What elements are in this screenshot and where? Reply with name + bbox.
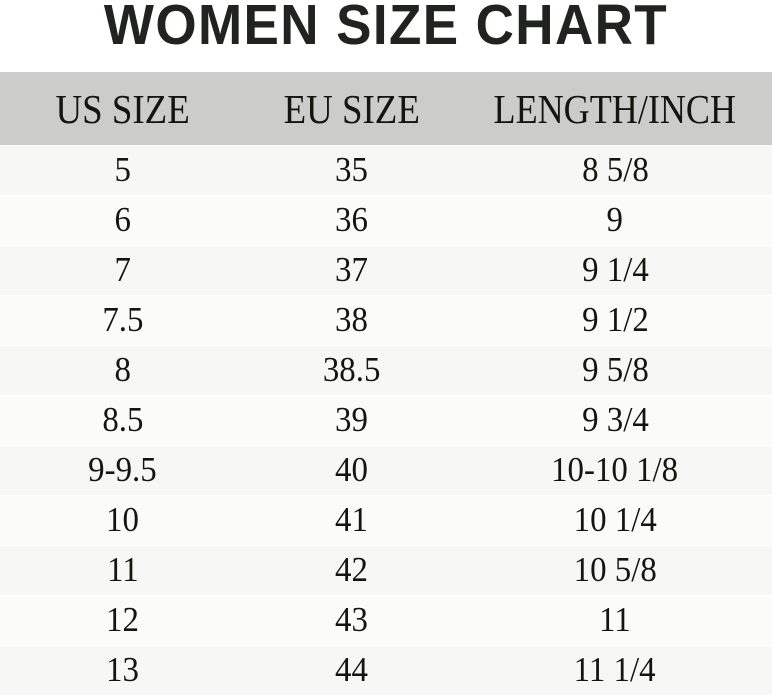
cell-us-size-value: 6	[114, 200, 131, 239]
column-header-length-inch: LENGTH/INCH	[458, 72, 772, 145]
table-body: 5 35 8 5/8 6 36 9 7 37 9 1/4 7.5 38 9 1/…	[0, 145, 772, 695]
cell-eu-size: 37	[245, 245, 458, 295]
cell-length-inch-value: 10 1/4	[573, 500, 657, 539]
cell-eu-size-value: 41	[335, 500, 368, 539]
cell-eu-size: 38.5	[245, 345, 458, 395]
cell-us-size: 7	[0, 245, 245, 295]
cell-eu-size-value: 43	[335, 600, 368, 639]
cell-eu-size-value: 36	[335, 200, 368, 239]
cell-us-size-value: 12	[106, 600, 139, 639]
cell-length-inch: 9 1/2	[458, 295, 772, 345]
cell-us-size: 6	[0, 195, 245, 245]
table-row: 8 38.5 9 5/8	[0, 345, 772, 395]
table-row: 7 37 9 1/4	[0, 245, 772, 295]
cell-us-size-value: 13	[106, 650, 139, 689]
cell-us-size-value: 5	[114, 150, 131, 189]
table-header: US SIZE EU SIZE LENGTH/INCH	[0, 72, 772, 145]
cell-eu-size-value: 37	[335, 250, 368, 289]
cell-us-size: 11	[0, 545, 245, 595]
cell-us-size: 13	[0, 645, 245, 695]
cell-eu-size: 35	[245, 145, 458, 195]
cell-length-inch: 9 5/8	[458, 345, 772, 395]
cell-length-inch-value: 10-10 1/8	[551, 450, 679, 489]
cell-us-size-value: 7.5	[101, 300, 144, 339]
column-header-us-size-label: US SIZE	[55, 85, 190, 132]
cell-length-inch: 10-10 1/8	[458, 445, 772, 495]
cell-length-inch-value: 9 3/4	[581, 400, 649, 439]
table-row: 11 42 10 5/8	[0, 545, 772, 595]
cell-length-inch: 9	[458, 195, 772, 245]
cell-eu-size: 38	[245, 295, 458, 345]
table-row: 12 43 11	[0, 595, 772, 645]
cell-us-size-value: 8.5	[101, 400, 144, 439]
table-row: 5 35 8 5/8	[0, 145, 772, 195]
cell-length-inch-value: 9 5/8	[581, 350, 649, 389]
table-row: 9-9.5 40 10-10 1/8	[0, 445, 772, 495]
column-header-eu-size: EU SIZE	[245, 72, 458, 145]
cell-eu-size: 43	[245, 595, 458, 645]
column-header-length-inch-label: LENGTH/INCH	[493, 85, 737, 132]
page-title: WOMEN SIZE CHART	[103, 0, 669, 57]
cell-eu-size-value: 42	[335, 550, 368, 589]
cell-eu-size: 39	[245, 395, 458, 445]
cell-length-inch: 8 5/8	[458, 145, 772, 195]
cell-eu-size-value: 38.5	[322, 350, 381, 389]
cell-eu-size-value: 44	[335, 650, 368, 689]
cell-length-inch-value: 11 1/4	[574, 650, 656, 689]
cell-us-size-value: 8	[114, 350, 131, 389]
cell-length-inch: 9 1/4	[458, 245, 772, 295]
cell-eu-size-value: 38	[335, 300, 368, 339]
cell-eu-size: 40	[245, 445, 458, 495]
cell-us-size: 8.5	[0, 395, 245, 445]
cell-us-size: 7.5	[0, 295, 245, 345]
cell-us-size-value: 10	[106, 500, 139, 539]
cell-length-inch-value: 9 1/4	[581, 250, 649, 289]
table-row: 13 44 11 1/4	[0, 645, 772, 695]
cell-us-size: 10	[0, 495, 245, 545]
table-header-row: US SIZE EU SIZE LENGTH/INCH	[0, 72, 772, 145]
cell-eu-size-value: 35	[335, 150, 368, 189]
column-header-us-size: US SIZE	[0, 72, 245, 145]
cell-eu-size-value: 40	[335, 450, 368, 489]
table-row: 7.5 38 9 1/2	[0, 295, 772, 345]
cell-length-inch-value: 11	[599, 600, 631, 639]
table-row: 10 41 10 1/4	[0, 495, 772, 545]
size-chart-table: US SIZE EU SIZE LENGTH/INCH 5 35 8 5/8 6…	[0, 72, 772, 695]
cell-length-inch: 9 3/4	[458, 395, 772, 445]
table-row: 6 36 9	[0, 195, 772, 245]
cell-us-size: 12	[0, 595, 245, 645]
cell-length-inch-value: 10 5/8	[573, 550, 657, 589]
cell-length-inch: 10 5/8	[458, 545, 772, 595]
cell-eu-size: 44	[245, 645, 458, 695]
cell-length-inch-value: 9	[606, 200, 624, 239]
cell-us-size-value: 9-9.5	[88, 450, 157, 489]
cell-us-size: 8	[0, 345, 245, 395]
cell-length-inch: 11 1/4	[458, 645, 772, 695]
column-header-eu-size-label: EU SIZE	[283, 85, 420, 132]
cell-eu-size: 36	[245, 195, 458, 245]
cell-length-inch-value: 9 1/2	[581, 300, 649, 339]
cell-length-inch: 11	[458, 595, 772, 645]
cell-length-inch: 10 1/4	[458, 495, 772, 545]
cell-us-size: 5	[0, 145, 245, 195]
cell-us-size-value: 11	[106, 550, 139, 589]
cell-eu-size: 42	[245, 545, 458, 595]
cell-eu-size: 41	[245, 495, 458, 545]
table-row: 8.5 39 9 3/4	[0, 395, 772, 445]
cell-length-inch-value: 8 5/8	[581, 150, 649, 189]
cell-us-size-value: 7	[114, 250, 131, 289]
cell-eu-size-value: 39	[335, 400, 368, 439]
cell-us-size: 9-9.5	[0, 445, 245, 495]
